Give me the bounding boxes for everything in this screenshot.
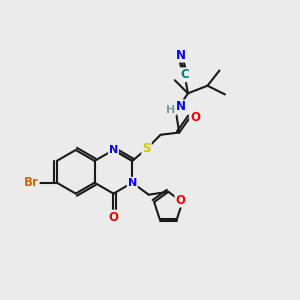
- Text: N: N: [176, 100, 186, 113]
- Text: N: N: [109, 145, 118, 155]
- Text: O: O: [176, 194, 185, 207]
- Text: O: O: [190, 111, 200, 124]
- Text: C: C: [180, 68, 189, 81]
- Text: S: S: [142, 142, 151, 155]
- Text: H: H: [166, 105, 176, 115]
- Text: N: N: [176, 49, 186, 62]
- Text: O: O: [108, 211, 118, 224]
- Text: Br: Br: [24, 176, 39, 189]
- Text: N: N: [128, 178, 137, 188]
